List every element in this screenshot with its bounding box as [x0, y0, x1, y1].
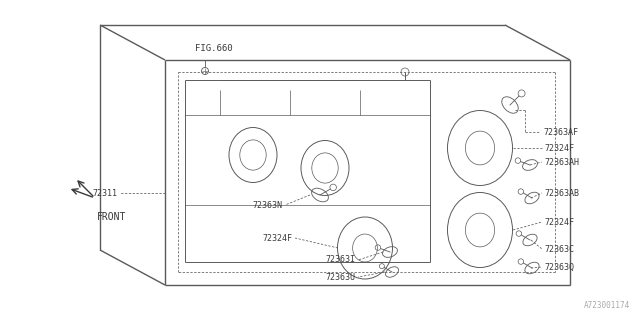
- Text: A723001174: A723001174: [584, 301, 630, 310]
- Text: 72363C: 72363C: [544, 244, 574, 253]
- Text: 72363N: 72363N: [252, 201, 282, 210]
- Text: FRONT: FRONT: [97, 212, 126, 222]
- Text: 72363AF: 72363AF: [543, 127, 578, 137]
- Text: 72324F: 72324F: [262, 234, 292, 243]
- Text: 72324F: 72324F: [544, 218, 574, 227]
- Text: 72324F: 72324F: [544, 143, 574, 153]
- Text: 72363Q: 72363Q: [544, 262, 574, 271]
- Text: 72363AH: 72363AH: [544, 157, 579, 166]
- Text: 72363I: 72363I: [325, 255, 355, 265]
- Text: 72363U: 72363U: [325, 273, 355, 282]
- Text: 72363AB: 72363AB: [544, 188, 579, 197]
- Text: FIG.660: FIG.660: [195, 44, 232, 52]
- Text: 72311: 72311: [92, 188, 117, 197]
